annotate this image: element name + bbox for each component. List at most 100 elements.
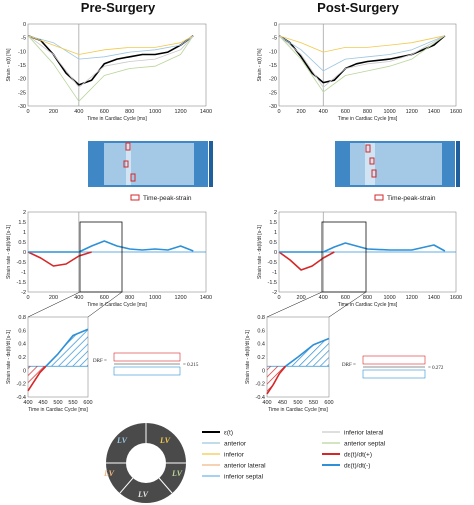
y-tick-label: 0: [23, 368, 26, 374]
y-axis-label: Strain rate - dε(t)/dt [s-1]: [245, 329, 251, 384]
x-tick-label: 500: [53, 400, 62, 406]
x-tick-label: 1200: [406, 109, 418, 115]
y-axis-label: Strain - ε(t) [%]: [6, 48, 12, 82]
pre-heatmap: [88, 141, 213, 187]
legend-label: ε(t): [224, 430, 233, 437]
y-axis-label: Strain rate - dε(t)/dt [s-1]: [6, 224, 12, 279]
drf-value-post: = 0.272: [428, 366, 444, 371]
x-tick-label: 400: [74, 295, 83, 301]
x-tick-label: 0: [277, 109, 280, 115]
y-tick-label: 1: [23, 230, 26, 236]
legend-label: dε(t)/dt(+): [344, 452, 372, 459]
y-axis-label: Strain rate - dε(t)/dt [s-1]: [257, 224, 263, 279]
time-peak-legend: Time-peak-strain Time-peak-strain: [130, 194, 436, 202]
series-line: [266, 365, 287, 395]
y-tick-label: -2: [21, 290, 26, 296]
x-tick-label: 1200: [406, 295, 418, 301]
x-axis-label: Time in Cardiac Cycle [ms]: [87, 116, 147, 122]
post-zoom-callout: [266, 221, 367, 318]
y-tick-label: 0.5: [269, 240, 277, 246]
series-line: [278, 35, 446, 72]
y-tick-label: 0: [262, 368, 265, 374]
y-tick-label: -15: [269, 63, 277, 69]
y-tick-label: -30: [269, 104, 277, 110]
series-line: [278, 35, 446, 93]
legend-label: anterior septal: [344, 441, 386, 448]
y-tick-label: -25: [18, 90, 26, 96]
zoom-line: [266, 291, 323, 318]
series-line: [27, 35, 194, 102]
x-tick-label: 450: [38, 400, 47, 406]
y-tick-label: -30: [18, 104, 26, 110]
legend: ε(t) anterior inferior anterior lateral infe…: [202, 430, 386, 481]
x-tick-label: 600: [341, 295, 350, 301]
x-tick-label: 1200: [174, 295, 186, 301]
legend-label: dε(t)/dt(-): [344, 463, 370, 470]
y-tick-label: 2: [23, 210, 26, 216]
series-line: [279, 242, 446, 253]
series-line: [278, 251, 335, 271]
x-tick-label: 1400: [428, 295, 440, 301]
zoom-line: [328, 291, 367, 318]
series-line: [28, 240, 194, 253]
x-tick-label: 400: [262, 400, 271, 406]
drf-label-post: DRF =: [342, 363, 356, 368]
pre-zoom-chart: 400 450 500 550 600 0.8 0.6 0.4 0.2 0 -0.2 -0.4Time…: [6, 315, 93, 413]
pre-strainrate-chart: 0 200 400 600 800 1000 1200 1400 2 1.5 1 0.5 0 -0.5 -1…: [6, 210, 212, 308]
x-tick-label: 200: [297, 109, 306, 115]
y-tick-label: -10: [18, 49, 26, 55]
drf-formula-pre: DRF = = 0.215: [93, 352, 199, 376]
x-axis-label: Time in Cardiac Cycle [ms]: [338, 302, 398, 308]
x-tick-label: 600: [324, 400, 333, 406]
y-tick-label: -0.2: [17, 382, 26, 388]
series-line: [285, 337, 330, 367]
y-tick-label: -15: [18, 63, 26, 69]
x-tick-label: 400: [319, 295, 328, 301]
x-tick-label: 800: [363, 295, 372, 301]
x-tick-label: 1000: [384, 295, 396, 301]
series-line: [278, 35, 445, 53]
y-tick-label: -25: [269, 90, 277, 96]
x-axis-label: Time in Cardiac Cycle [ms]: [338, 116, 398, 122]
charts-layer: 0 200 400 600 800 1000 1200 14000-5-10-15-20-25…: [6, 22, 462, 413]
y-tick-label: -0.4: [17, 395, 26, 401]
y-tick-label: 0: [274, 22, 277, 28]
legend-label: inferior septal: [224, 474, 264, 481]
x-tick-label: 550: [68, 400, 77, 406]
x-tick-label: 500: [293, 400, 302, 406]
x-tick-label: 600: [83, 400, 92, 406]
x-axis-label: Time in Cardiac Cycle [ms]: [87, 302, 147, 308]
y-tick-label: 0: [23, 22, 26, 28]
zoom-box: [321, 221, 367, 293]
x-tick-label: 0: [277, 295, 280, 301]
y-tick-label: 0.8: [257, 315, 265, 321]
y-tick-label: -20: [18, 77, 26, 83]
zoom-line: [27, 291, 81, 318]
x-tick-label: 0: [26, 295, 29, 301]
series-area: [285, 338, 329, 367]
ring-seg-3: LV: [103, 469, 115, 478]
x-tick-label: 600: [100, 109, 109, 115]
series-line: [27, 35, 194, 60]
x-tick-label: 800: [363, 109, 372, 115]
drf-label: DRF =: [93, 359, 107, 364]
y-tick-label: 1.5: [18, 220, 26, 226]
y-tick-label: 1.5: [269, 220, 277, 226]
ring-seg-1: LV: [116, 436, 128, 445]
x-axis-label: Time in Cardiac Cycle [ms]: [268, 407, 328, 413]
post-strainrate-chart: 0 200 400 600 800 1000 1200 1400 1600 2 1.5 1 0.5 0 -0…: [257, 210, 462, 308]
post-strain-chart: 0 200 400 600 800 1000 1200 1400 1600 0 -5 -10 -15 -2…: [257, 22, 462, 122]
y-tick-label: 1: [274, 230, 277, 236]
pre-strain-chart: 0 200 400 600 800 1000 1200 1400 0 -5 -10 -15 -20 -25…: [6, 22, 212, 122]
pre-surgery-title: Pre-Surgery: [81, 0, 156, 15]
y-tick-label: 2: [274, 210, 277, 216]
x-tick-label: 800: [125, 295, 134, 301]
x-tick-label: 800: [125, 109, 134, 115]
y-axis-label: Strain rate - dε(t)/dt [s-1]: [6, 329, 12, 384]
x-tick-label: 550: [309, 400, 318, 406]
plot-frame: [278, 23, 457, 107]
legend-label: inferior: [224, 452, 245, 459]
legend-label: inferior lateral: [344, 430, 384, 437]
y-tick-label: 0.8: [18, 315, 26, 321]
